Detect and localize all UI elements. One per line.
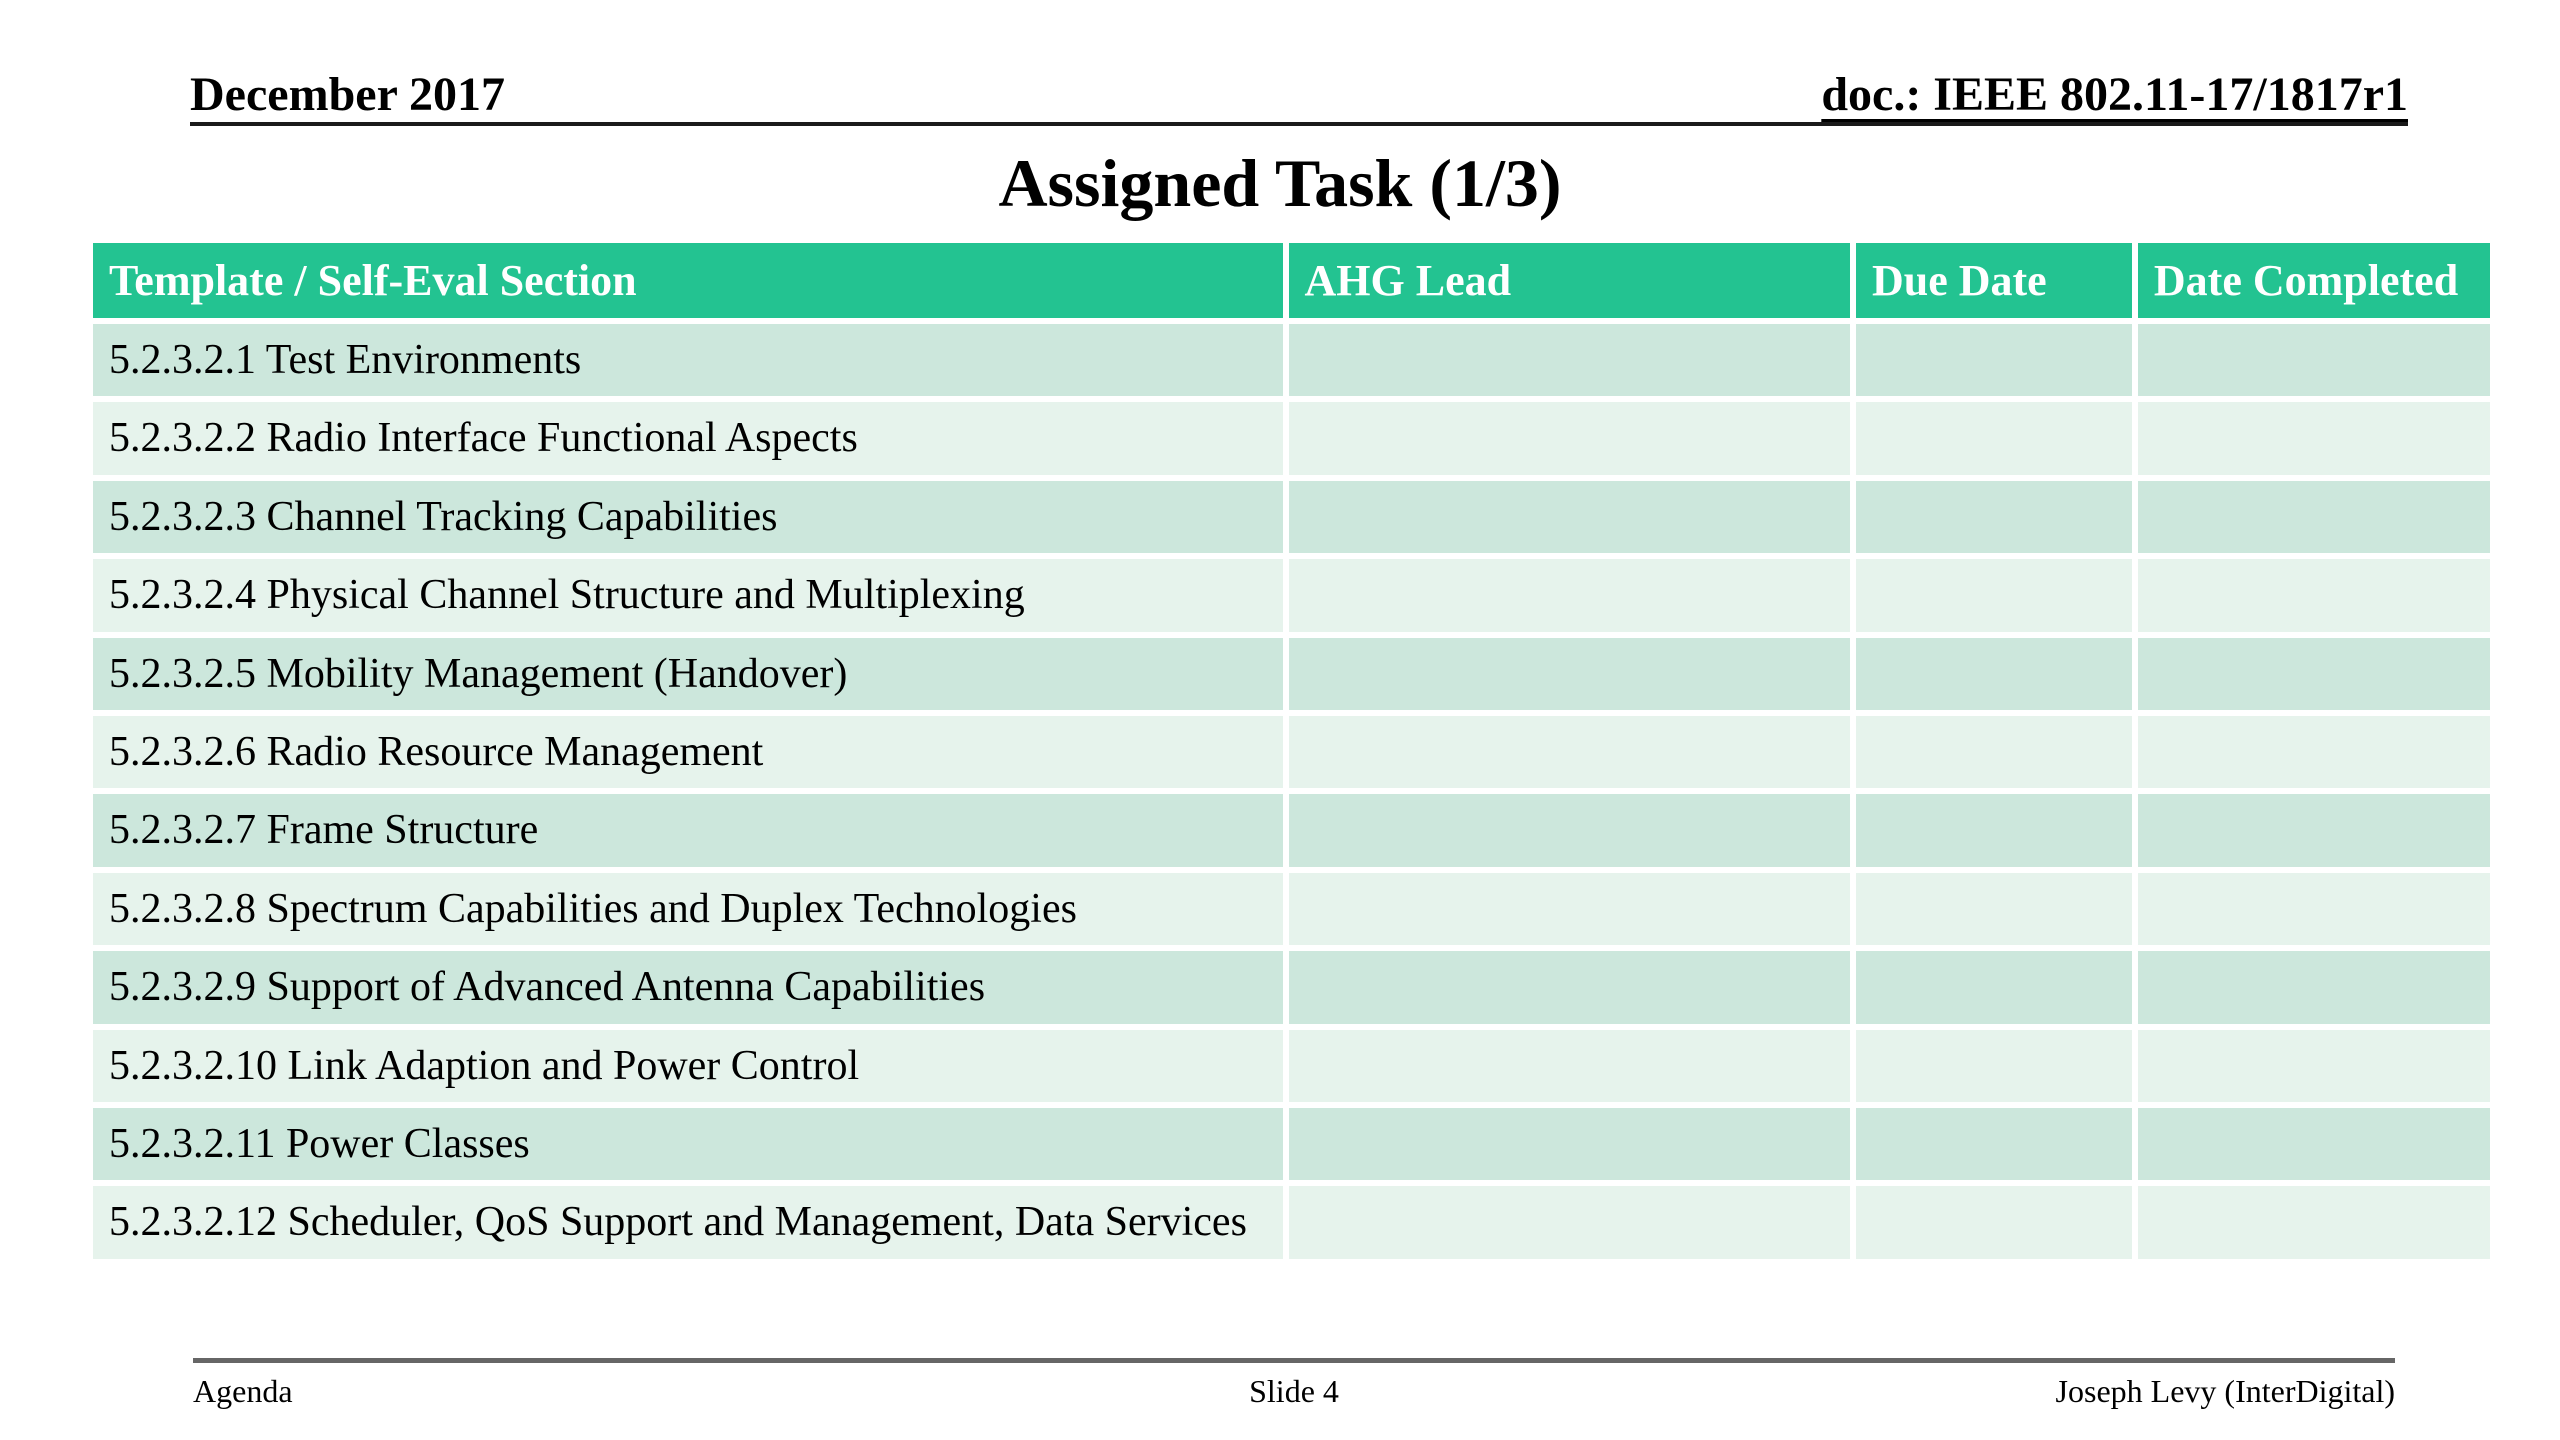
header-row: Template / Self-Eval Section AHG Lead Du…: [93, 243, 2490, 318]
date-completed-cell: [2137, 1029, 2490, 1102]
ahg-lead-cell: [1288, 1029, 1850, 1102]
section-cell: 5.2.3.2.1 Test Environments: [93, 324, 1283, 397]
ahg-lead-cell: [1288, 402, 1850, 475]
section-cell: 5.2.3.2.2 Radio Interface Functional Asp…: [93, 402, 1283, 475]
due-date-cell: [1855, 951, 2132, 1024]
page-header: December 2017 doc.: IEEE 802.11-17/1817r…: [190, 68, 2408, 127]
due-date-cell: [1855, 559, 2132, 632]
due-date-cell: [1855, 480, 2132, 554]
date-completed-cell: [2137, 324, 2490, 397]
due-date-cell: [1855, 324, 2132, 397]
table-row: 5.2.3.2.4 Physical Channel Structure and…: [93, 559, 2490, 632]
ahg-lead-cell: [1288, 872, 1850, 946]
date-completed-cell: [2137, 794, 2490, 867]
section-cell: 5.2.3.2.12 Scheduler, QoS Support and Ma…: [93, 1186, 1283, 1259]
header-date: December 2017: [190, 68, 505, 121]
ahg-lead-cell: [1288, 1186, 1850, 1259]
ahg-lead-cell: [1288, 480, 1850, 554]
ahg-lead-cell: [1288, 1107, 1850, 1181]
table-row: 5.2.3.2.2 Radio Interface Functional Asp…: [93, 402, 2490, 475]
slide-title: Assigned Task (1/3): [998, 145, 1562, 221]
due-date-cell: [1855, 715, 2132, 789]
section-cell: 5.2.3.2.4 Physical Channel Structure and…: [93, 559, 1283, 632]
table-row: 5.2.3.2.10 Link Adaption and Power Contr…: [93, 1029, 2490, 1102]
section-cell: 5.2.3.2.7 Frame Structure: [93, 794, 1283, 867]
task-table-head: Template / Self-Eval Section AHG Lead Du…: [93, 243, 2490, 318]
due-date-cell: [1855, 1029, 2132, 1102]
task-table-container: Template / Self-Eval Section AHG Lead Du…: [87, 237, 2496, 1265]
table-row: 5.2.3.2.6 Radio Resource Management: [93, 715, 2490, 789]
column-header-section: Template / Self-Eval Section: [93, 243, 1283, 318]
footer-author: Joseph Levy (InterDigital): [2055, 1373, 2395, 1409]
date-completed-cell: [2137, 637, 2490, 710]
header-doc-id: doc.: IEEE 802.11-17/1817r1: [1821, 68, 2408, 121]
table-row: 5.2.3.2.5 Mobility Management (Handover): [93, 637, 2490, 710]
column-header-ahg-lead: AHG Lead: [1288, 243, 1850, 318]
table-row: 5.2.3.2.12 Scheduler, QoS Support and Ma…: [93, 1186, 2490, 1259]
column-header-due-date: Due Date: [1855, 243, 2132, 318]
ahg-lead-cell: [1288, 324, 1850, 397]
due-date-cell: [1855, 1186, 2132, 1259]
section-cell: 5.2.3.2.8 Spectrum Capabilities and Dupl…: [93, 872, 1283, 946]
date-completed-cell: [2137, 559, 2490, 632]
table-row: 5.2.3.2.9 Support of Advanced Antenna Ca…: [93, 951, 2490, 1024]
section-cell: 5.2.3.2.6 Radio Resource Management: [93, 715, 1283, 789]
footer-agenda: Agenda: [193, 1373, 293, 1409]
date-completed-cell: [2137, 480, 2490, 554]
date-completed-cell: [2137, 715, 2490, 789]
footer-slide-number: Slide 4: [1249, 1373, 1339, 1409]
date-completed-cell: [2137, 951, 2490, 1024]
task-table: Template / Self-Eval Section AHG Lead Du…: [87, 237, 2496, 1265]
due-date-cell: [1855, 637, 2132, 710]
section-cell: 5.2.3.2.11 Power Classes: [93, 1107, 1283, 1181]
section-cell: 5.2.3.2.10 Link Adaption and Power Contr…: [93, 1029, 1283, 1102]
task-table-body: 5.2.3.2.1 Test Environments 5.2.3.2.2 Ra…: [93, 324, 2490, 1259]
due-date-cell: [1855, 872, 2132, 946]
due-date-cell: [1855, 794, 2132, 867]
section-cell: 5.2.3.2.5 Mobility Management (Handover): [93, 637, 1283, 710]
due-date-cell: [1855, 1107, 2132, 1181]
date-completed-cell: [2137, 402, 2490, 475]
section-cell: 5.2.3.2.3 Channel Tracking Capabilities: [93, 480, 1283, 554]
ahg-lead-cell: [1288, 951, 1850, 1024]
table-row: 5.2.3.2.3 Channel Tracking Capabilities: [93, 480, 2490, 554]
ahg-lead-cell: [1288, 559, 1850, 632]
table-row: 5.2.3.2.1 Test Environments: [93, 324, 2490, 397]
column-header-date-completed: Date Completed: [2137, 243, 2490, 318]
date-completed-cell: [2137, 1107, 2490, 1181]
section-cell: 5.2.3.2.9 Support of Advanced Antenna Ca…: [93, 951, 1283, 1024]
date-completed-cell: [2137, 1186, 2490, 1259]
table-row: 5.2.3.2.7 Frame Structure: [93, 794, 2490, 867]
date-completed-cell: [2137, 872, 2490, 946]
table-row: 5.2.3.2.8 Spectrum Capabilities and Dupl…: [93, 872, 2490, 946]
page-footer: Agenda Slide 4 Joseph Levy (InterDigital…: [193, 1358, 2395, 1409]
due-date-cell: [1855, 402, 2132, 475]
table-row: 5.2.3.2.11 Power Classes: [93, 1107, 2490, 1181]
ahg-lead-cell: [1288, 637, 1850, 710]
ahg-lead-cell: [1288, 794, 1850, 867]
ahg-lead-cell: [1288, 715, 1850, 789]
